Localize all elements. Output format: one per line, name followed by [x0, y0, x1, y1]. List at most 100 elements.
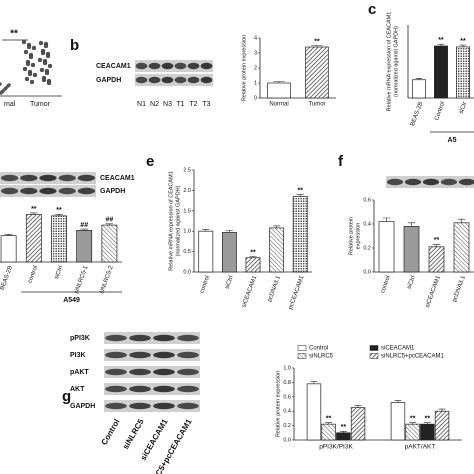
x-tick-label: siNLRC5-1	[74, 265, 90, 295]
blot-strip	[104, 349, 200, 361]
x-tick-label: siCtr	[459, 101, 469, 115]
dot	[45, 53, 51, 59]
annotation: **	[434, 237, 440, 244]
error-bar	[249, 256, 257, 258]
x-tick-label: BEAS-2B	[410, 101, 424, 127]
x-tick-label: Control	[434, 101, 446, 121]
annotation: ##	[106, 217, 114, 224]
bar	[292, 196, 308, 273]
blot-band	[20, 187, 38, 195]
y-tick-label: 2	[254, 65, 257, 71]
blot-label: GAPDH	[96, 77, 121, 84]
panel-letter: g	[62, 388, 71, 405]
bar	[434, 45, 448, 99]
y-tick-label: 1	[254, 80, 257, 86]
annotation: **	[31, 206, 37, 213]
dot	[38, 40, 44, 46]
bar	[420, 423, 435, 441]
bar	[390, 402, 406, 441]
blot-band	[440, 178, 458, 186]
y-axis-label: Relative protein	[348, 217, 354, 255]
dot	[40, 50, 46, 56]
x-tick-label: pcDNA3.1	[452, 275, 467, 303]
blot-band	[153, 385, 175, 393]
y-tick-label: 1.0	[183, 229, 191, 235]
bar	[453, 222, 470, 273]
blot-label: CEACAM1	[96, 63, 131, 70]
y-tick-label: 1.5	[183, 208, 191, 214]
bar	[269, 227, 285, 273]
dot	[43, 43, 49, 49]
dot	[23, 49, 29, 55]
blot-band	[161, 76, 174, 84]
y-tick-label: 0.6	[363, 197, 371, 203]
error-bar	[296, 194, 304, 197]
dot	[6, 84, 10, 88]
bar	[350, 407, 366, 441]
dot	[30, 62, 36, 68]
blot-band	[129, 334, 151, 342]
dot	[41, 77, 47, 83]
dot	[24, 76, 30, 82]
lane-label: T2	[189, 101, 197, 108]
blot-band	[153, 402, 175, 410]
blot-label: pPI3K	[70, 335, 90, 342]
x-tick-label: control	[199, 275, 211, 294]
dot	[46, 80, 52, 86]
x-tick-label: pcCEACAM1	[288, 275, 306, 311]
group-label: A5	[448, 137, 457, 144]
dot	[42, 60, 48, 66]
y-tick-label: 0.6	[283, 394, 291, 400]
blot-band	[177, 351, 199, 359]
dot	[37, 57, 43, 63]
lane-label: T1	[176, 101, 184, 108]
panel-letter: e	[146, 153, 154, 170]
category-label: Tumor	[30, 101, 51, 108]
error-bar	[325, 422, 333, 425]
error-bar	[4, 234, 13, 236]
blot-band	[129, 385, 151, 393]
annotation: **	[297, 187, 303, 194]
error-bar	[354, 405, 362, 408]
bar	[76, 230, 93, 263]
bar	[306, 383, 322, 441]
blot-strip	[104, 332, 200, 344]
y-tick-label: 3	[254, 50, 257, 56]
legend-swatch	[369, 345, 379, 351]
x-tick-label: control	[27, 265, 39, 284]
annotation: **	[250, 249, 256, 256]
dot	[3, 87, 7, 91]
blot-label: GAPDH	[100, 188, 125, 195]
bar	[321, 423, 336, 441]
blot-band	[200, 76, 213, 84]
x-tick-label: siNLRC5-2	[99, 265, 115, 295]
lane-label: N1	[137, 101, 146, 108]
blot-band	[174, 76, 187, 84]
blot-band	[20, 174, 38, 182]
blot-band	[58, 187, 76, 195]
y-tick-label: 0.2	[363, 245, 371, 251]
blot-strip	[104, 400, 200, 412]
error-bar	[415, 77, 423, 80]
error-bar	[311, 45, 323, 47]
error-bar	[459, 44, 467, 47]
blot-band	[386, 178, 404, 186]
x-tick-label: pcDNA3.1	[267, 275, 282, 303]
dot	[26, 44, 32, 50]
annotation: **	[56, 207, 62, 214]
annotation: **	[326, 416, 332, 423]
x-tick-label: siCEACAM1	[241, 275, 258, 309]
x-tick-label: pAKT/AKT	[405, 444, 436, 451]
x-tick-label: Normal	[269, 102, 288, 108]
bar	[0, 235, 17, 263]
annotation: **	[10, 29, 18, 40]
dot	[27, 71, 33, 77]
blot-strip	[104, 383, 200, 395]
bar	[336, 432, 351, 441]
annotation: **	[314, 38, 320, 45]
annotation: **	[425, 416, 431, 423]
error-bar	[105, 223, 114, 226]
bar	[51, 215, 67, 263]
y-axis-label: Relative mRNA expression of CEACAM1	[386, 12, 392, 112]
